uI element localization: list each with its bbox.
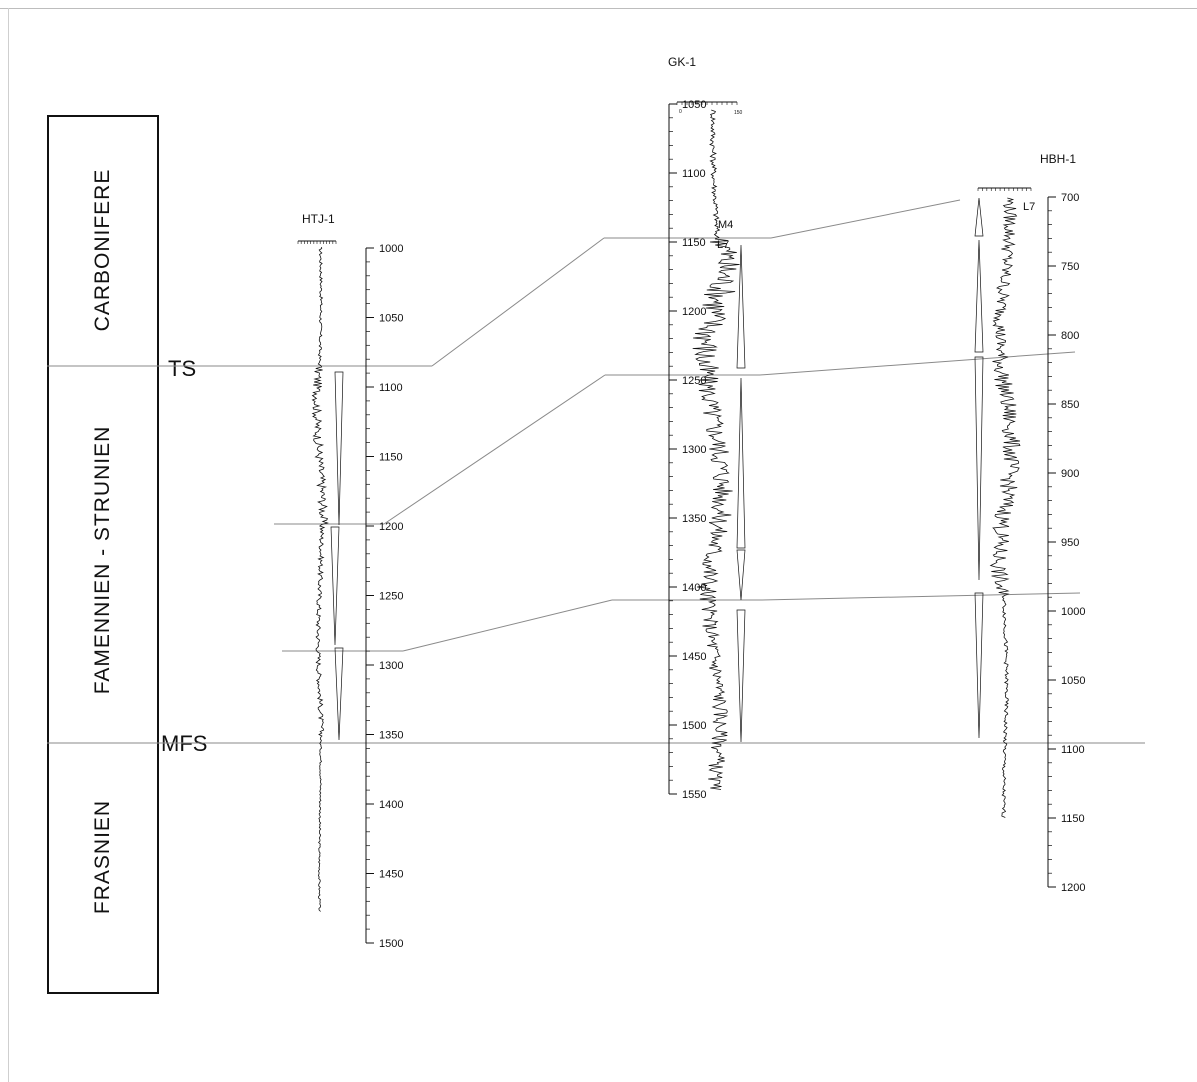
depth-tick-label: 1400 (379, 799, 403, 811)
depth-tick-label: 1150 (1061, 813, 1085, 825)
depth-tick-label: 1150 (682, 237, 706, 249)
depth-tick-label: 1450 (682, 651, 706, 663)
correlation-gk-hbh-upper (770, 199, 961, 239)
depth-tick-label: 750 (1061, 261, 1079, 273)
depth-tick-label: 1150 (379, 452, 403, 464)
depth-tick-label: 1500 (682, 720, 706, 732)
trend-triangle (736, 244, 746, 369)
depth-tick-label: 950 (1061, 537, 1079, 549)
trend-triangle (974, 592, 984, 739)
well-title-hbh-1: HBH-1 (1040, 152, 1077, 166)
stratigraphic-column (47, 115, 159, 994)
depth-tick-label: 1100 (379, 382, 403, 394)
trend-triangle (736, 377, 746, 549)
gamma-ray-log-htj (311, 246, 329, 912)
depth-tick-label: 1000 (1061, 606, 1085, 618)
depth-tick-label: 1250 (379, 591, 403, 603)
figure-frame-top (0, 8, 1197, 9)
correlation-htj-gk-upper (431, 237, 605, 367)
correlation-htj-gk-middle (383, 374, 606, 525)
depth-tick-label: 1050 (1061, 675, 1085, 687)
scale-min-label: 0 (679, 109, 682, 115)
trend-triangle (974, 356, 984, 581)
marker-l7-gk-1: L7 (717, 239, 730, 251)
gamma-ray-log-gk (692, 109, 740, 790)
trend-triangle (334, 647, 344, 741)
well-title-gk-1: GK-1 (668, 55, 697, 69)
well-tracks: 1000 1050 1100 1150 1200 1250 1300 1350 1400 1450… (297, 99, 1085, 950)
marker-l7-hbh-1: L7 (1023, 201, 1036, 213)
trend-triangle (736, 549, 746, 601)
depth-tick-label: 1200 (379, 521, 403, 533)
marker-m4-gk-1: M4 (718, 219, 734, 231)
gamma-ray-log-hbh (989, 197, 1021, 818)
depth-tick-label: 1400 (682, 582, 706, 594)
depth-tick-label: 1000 (379, 243, 403, 255)
correlation-gk-hbh-lower (761, 592, 1081, 601)
depth-tick-label: 1500 (379, 938, 403, 950)
depth-tick-label: 1300 (379, 660, 403, 672)
depth-tick-label: 1350 (682, 513, 706, 525)
surface-label-ts: TS (168, 356, 197, 381)
correlation-lines (47, 199, 1145, 744)
depth-tick-label: 800 (1061, 330, 1079, 342)
trend-triangle (330, 526, 340, 646)
well-track-gk: 1050110011501200125013001350140014501500… (668, 99, 746, 801)
depth-tick-label: 850 (1061, 399, 1079, 411)
depth-tick-label: 1050 (379, 313, 403, 325)
depth-tick-label: 1200 (682, 306, 706, 318)
trend-triangle (736, 609, 746, 743)
depth-tick-label: 700 (1061, 192, 1079, 204)
correlation-htj-gk-lower (402, 599, 613, 652)
depth-tick-label: 1550 (682, 789, 706, 801)
depth-tick-label: 900 (1061, 468, 1079, 480)
trend-triangle (974, 239, 984, 353)
depth-tick-label: 1100 (1061, 744, 1085, 756)
depth-tick-label: 1100 (682, 168, 706, 180)
well-track-hbh: 700 750 800 850 900 950 1000 1050 1100 1150 1200 (974, 187, 1085, 894)
scale-max-label: 150 (734, 110, 743, 116)
figure-frame-left (8, 8, 9, 1082)
depth-tick-label: 1350 (379, 730, 403, 742)
depth-tick-label: 1300 (682, 444, 706, 456)
well-title-htj-1: HTJ-1 (302, 212, 335, 226)
well-track-htj: 1000 1050 1100 1150 1200 1250 1300 1350 1400 1450… (297, 240, 403, 950)
correlation-gk-hbh-middle (759, 351, 1076, 376)
trend-triangle (334, 371, 344, 526)
depth-tick-label: 1450 (379, 869, 403, 881)
trend-triangle (974, 197, 984, 237)
depth-tick-label: 1050 (682, 99, 706, 111)
depth-tick-label: 1200 (1061, 882, 1085, 894)
